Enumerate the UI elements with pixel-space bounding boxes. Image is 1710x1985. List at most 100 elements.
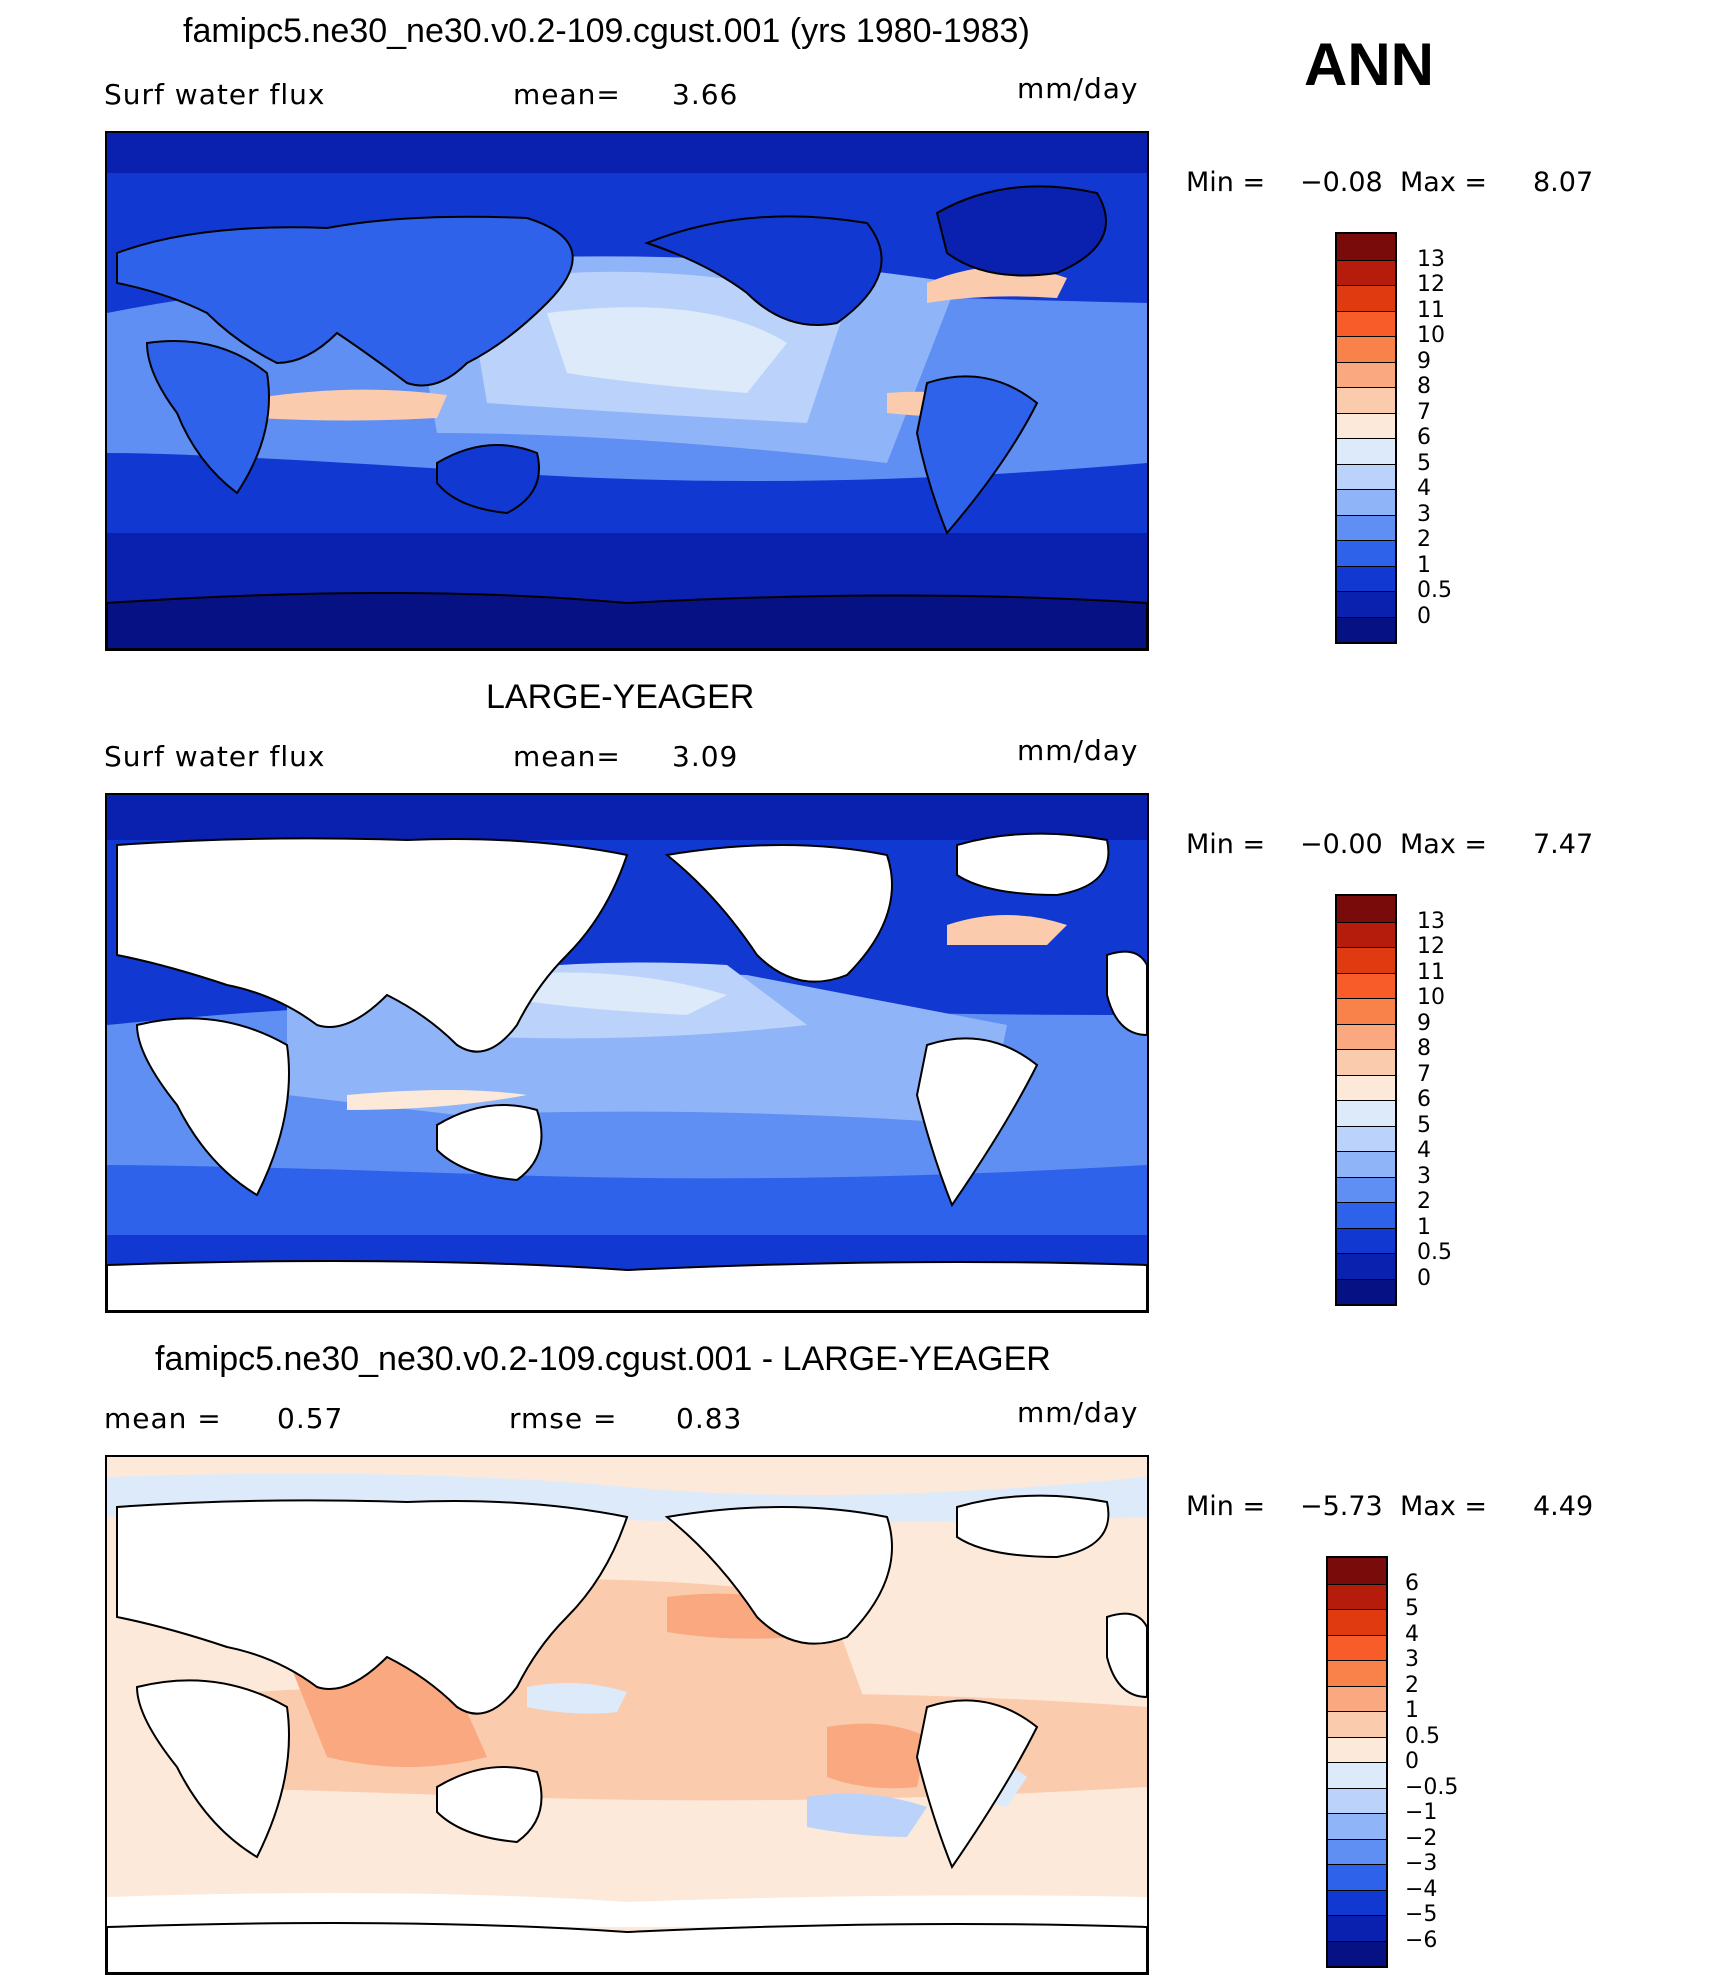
colorbar-swatch [1337,616,1395,642]
colorbar-swatch [1328,1609,1386,1635]
colorbar-tick-label: 1 [1417,552,1431,578]
panel3-map-field [107,1457,1147,1973]
colorbar-swatch [1328,1889,1386,1915]
panel3-max-value: 4.49 [1533,1491,1594,1522]
colorbar-swatch [1337,336,1395,362]
colorbar-swatch [1328,1711,1386,1737]
colorbar-tick-label: 0 [1417,1265,1431,1291]
colorbar-swatch [1328,1762,1386,1788]
colorbar-tick-label: 7 [1417,399,1431,425]
colorbar-tick-label: 10 [1417,323,1445,348]
panel1-map-field [107,133,1147,649]
colorbar-tick-label: −3 [1405,1851,1438,1876]
colorbar-swatch [1328,1660,1386,1686]
panel1-max-value: 8.07 [1533,167,1594,198]
colorbar-swatch [1328,1864,1386,1890]
panel3-min-label: Min = [1186,1491,1266,1522]
colorbar-swatch [1337,1049,1395,1075]
panel3-units: mm/day [1017,1396,1139,1429]
colorbar-tick-label: 3 [1417,501,1431,527]
colorbar-tick-label: 5 [1417,450,1431,476]
colorbar-swatch [1337,565,1395,591]
colorbar-tick-label: 1 [1405,1698,1419,1723]
colorbar-tick-label: 13 [1417,246,1445,272]
panel1-mean-value: 3.66 [672,78,739,111]
colorbar-swatch [1337,1125,1395,1151]
panel1-colorbar [1335,232,1397,644]
colorbar-tick-label: 2 [1417,1189,1431,1214]
colorbar-swatch [1328,1813,1386,1839]
colorbar-tick-label: 6 [1417,425,1431,450]
colorbar-tick-label: 9 [1417,348,1431,374]
colorbar-tick-label: 5 [1405,1596,1419,1621]
colorbar-swatch [1328,1558,1386,1584]
colorbar-swatch [1337,540,1395,566]
colorbar-tick-label: 0 [1405,1749,1419,1774]
colorbar-tick-label: 3 [1417,1163,1431,1189]
panel2-max-label: Max = [1400,829,1488,860]
panel2-map-field [107,795,1147,1311]
panel3-title: famipc5.ne30_ne30.v0.2-109.cgust.001 - L… [155,1340,1051,1378]
colorbar-swatch [1337,361,1395,387]
colorbar-tick-label: 7 [1417,1061,1431,1087]
panel1-title: famipc5.ne30_ne30.v0.2-109.cgust.001 (yr… [183,12,1030,50]
colorbar-swatch [1328,1634,1386,1660]
colorbar-swatch [1328,1787,1386,1813]
colorbar-swatch [1337,463,1395,489]
colorbar-swatch [1337,972,1395,998]
panel2-max-value: 7.47 [1533,829,1594,860]
panel1-min-value: −0.08 [1300,167,1383,198]
panel3-mean-value: 0.57 [277,1402,344,1435]
colorbar-swatch [1337,489,1395,515]
panel3-mean-label: mean = [104,1402,222,1435]
colorbar-swatch [1337,1023,1395,1049]
panel1-map [105,131,1149,651]
season-label: ANN [1304,31,1434,98]
colorbar-tick-label: 5 [1417,1112,1431,1138]
colorbar-tick-label: 3 [1405,1647,1419,1672]
colorbar-swatch [1337,438,1395,464]
colorbar-swatch [1337,921,1395,947]
colorbar-swatch [1337,412,1395,438]
colorbar-tick-label: 4 [1417,1138,1431,1163]
colorbar-swatch [1337,1176,1395,1202]
colorbar-swatch [1328,1583,1386,1609]
colorbar-tick-label: 2 [1417,527,1431,552]
colorbar-tick-label: −1 [1405,1800,1438,1825]
colorbar-tick-label: −2 [1405,1825,1438,1851]
panel3-colorbar [1326,1556,1388,1968]
colorbar-swatch [1337,591,1395,617]
colorbar-swatch [1337,259,1395,285]
colorbar-tick-label: 11 [1417,959,1445,985]
colorbar-tick-label: −0.5 [1405,1774,1459,1800]
colorbar-swatch [1337,1100,1395,1126]
panel3-min-value: −5.73 [1300,1491,1383,1522]
colorbar-tick-label: 10 [1417,985,1445,1010]
colorbar-swatch [1337,947,1395,973]
panel1-min-label: Min = [1186,167,1266,198]
colorbar-tick-label: 8 [1417,374,1431,399]
colorbar-tick-label: 6 [1405,1570,1419,1596]
colorbar-tick-label: 9 [1417,1010,1431,1036]
colorbar-tick-label: 12 [1417,934,1445,959]
panel1-variable-label: Surf water flux [104,78,326,111]
colorbar-tick-label: 4 [1405,1621,1419,1647]
colorbar-tick-label: −4 [1405,1876,1438,1902]
colorbar-swatch [1337,387,1395,413]
panel2-min-value: −0.00 [1300,829,1383,860]
colorbar-swatch [1328,1838,1386,1864]
colorbar-tick-label: 8 [1417,1036,1431,1061]
panel2-units: mm/day [1017,734,1139,767]
colorbar-tick-label: 1 [1417,1214,1431,1240]
colorbar-swatch [1328,1685,1386,1711]
colorbar-swatch [1337,1253,1395,1279]
colorbar-swatch [1337,998,1395,1024]
colorbar-tick-label: 0.5 [1417,1240,1452,1265]
colorbar-swatch [1337,1151,1395,1177]
colorbar-tick-label: 13 [1417,908,1445,934]
colorbar-tick-label: 0 [1417,603,1431,629]
colorbar-swatch [1328,1915,1386,1941]
panel1-max-label: Max = [1400,167,1488,198]
colorbar-swatch [1337,285,1395,311]
colorbar-tick-label: 6 [1417,1087,1431,1112]
